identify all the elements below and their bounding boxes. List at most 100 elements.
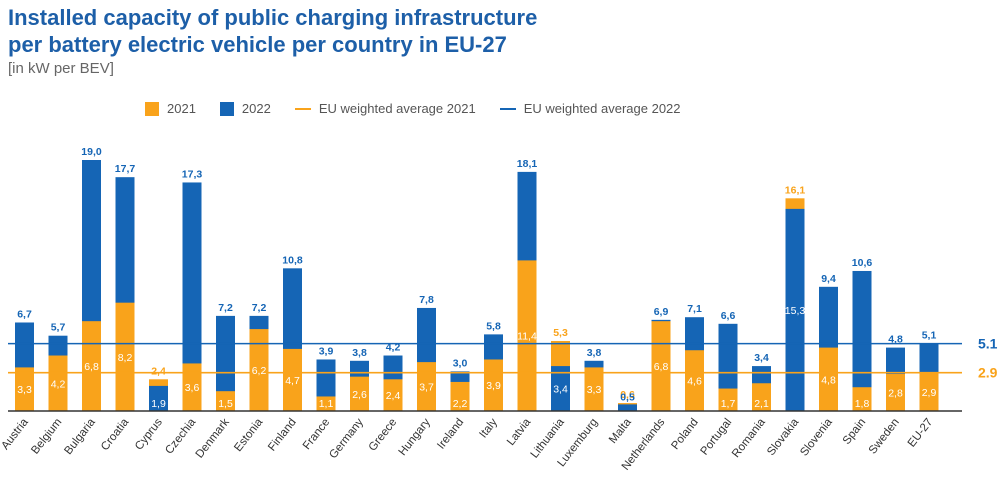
bar-2022 (618, 404, 637, 411)
bar-2021 (685, 350, 704, 411)
data-label-2022: 17,7 (115, 163, 136, 175)
bar-2021 (417, 362, 436, 411)
bar-2021 (316, 396, 336, 411)
data-label-2021: 3,7 (419, 382, 434, 394)
data-label-2021: 3,9 (486, 380, 501, 392)
x-tick-label: Czechia (163, 416, 198, 457)
data-label-2022: 1,9 (151, 398, 166, 410)
legend-line-avg-2022 (499, 107, 516, 110)
data-label-2022: 3,9 (319, 345, 334, 357)
bar-2021 (752, 383, 771, 411)
data-label-2021: 1,1 (319, 398, 334, 410)
data-label-2022: 10,6 (852, 257, 873, 269)
data-label-2021: 5,3 (553, 327, 568, 339)
legend-item-avg-2021: EU weighted average 2021 (294, 101, 476, 116)
chart-title: Installed capacity of public charging in… (8, 4, 537, 58)
data-label-2021: 2,4 (386, 390, 401, 402)
data-label-2021: 2,9 (922, 387, 937, 399)
data-label-2021: 8,2 (118, 352, 133, 364)
data-label-2021: 1,7 (721, 398, 736, 410)
data-label-2021: 2,4 (151, 365, 166, 377)
bar-2022 (785, 208, 805, 411)
x-tick-label: Slovakia (765, 416, 802, 458)
bar-2022 (149, 385, 168, 411)
data-label-2022: 17,3 (182, 168, 203, 180)
x-tick-label: Bulgaria (62, 416, 98, 457)
data-label-2022: 0,5 (620, 391, 635, 403)
data-label-2021: 3,3 (587, 384, 602, 396)
legend-label-avg-2021: EU weighted average 2021 (318, 101, 476, 116)
data-label-2022: 3,4 (754, 352, 769, 364)
bar-2021 (115, 302, 135, 411)
chart-title-line-1: Installed capacity of public charging in… (8, 5, 538, 30)
bar-2021 (383, 379, 403, 411)
data-label-2022: 4,2 (386, 342, 401, 354)
legend-swatch-2022 (219, 101, 234, 116)
x-tick-label: Belgium (29, 416, 64, 456)
data-label-2021: 11,4 (517, 331, 537, 343)
bar-2021 (886, 374, 905, 411)
data-label-2022: 7,1 (687, 303, 702, 315)
bar-2022 (852, 270, 872, 411)
x-tick-label: Latvia (505, 416, 534, 448)
x-tick-label: Portugal (699, 416, 735, 457)
data-label-2022: 3,4 (553, 384, 568, 396)
data-label-2022: 5,8 (486, 320, 501, 332)
data-label-2021: 6,8 (654, 361, 669, 373)
data-label-2021: 2,1 (754, 398, 769, 410)
bar-2021 (919, 372, 939, 411)
data-label-2022: 6,6 (721, 310, 736, 322)
data-label-2021: 2,6 (352, 389, 367, 401)
data-label-2021: 2,2 (453, 398, 468, 410)
legend-line-avg-2021 (294, 107, 311, 110)
x-tick-label: Hungary (397, 416, 433, 458)
x-tick-label: Finland (266, 416, 299, 453)
data-label-2021: 6,8 (84, 361, 99, 373)
legend-item-2022: 2022 (219, 101, 271, 116)
data-label-2021: 1,5 (218, 398, 233, 410)
bar-2021 (819, 347, 838, 411)
chart-title-line-2: per battery electric vehicle per country… (8, 32, 507, 57)
data-label-2022: 6,9 (654, 306, 669, 318)
bar-2021 (852, 387, 872, 411)
legend-swatch-2021 (145, 101, 159, 116)
x-tick-label: Italy (477, 416, 500, 440)
data-label-2022: 6,7 (17, 308, 32, 320)
data-label-2021: 16,1 (785, 184, 806, 196)
x-tick-label: France (301, 416, 332, 452)
data-label-2021: 1,8 (855, 398, 870, 410)
data-label-2022: 3,8 (352, 347, 367, 359)
data-label-2022: 15,3 (785, 305, 806, 317)
x-tick-label: EU-27 (906, 416, 936, 449)
data-label-2022: 5,1 (922, 330, 937, 342)
legend-label-2021: 2021 (167, 101, 196, 116)
data-label-2021: 6,2 (252, 365, 267, 377)
chart-subtitle: [in kW per BEV] (8, 60, 114, 77)
legend-item-2021: 2021 (145, 101, 196, 116)
data-label-2021: 4,7 (285, 375, 300, 387)
x-tick-label: Estonia (232, 416, 265, 454)
x-tick-label: Croatia (99, 416, 132, 453)
data-label-2021: 4,6 (687, 376, 702, 388)
x-tick-label: Romania (730, 416, 768, 460)
bar-2022 (216, 315, 235, 411)
avg-label-2022: 5.1 (978, 336, 998, 352)
legend-label-2022: 2022 (241, 101, 271, 116)
x-tick-label: Sweden (867, 416, 902, 456)
data-label-2021: 3,6 (185, 382, 200, 394)
x-tick-label: Germany (327, 416, 366, 461)
bar-2021 (216, 391, 235, 411)
x-tick-label: Denmark (194, 416, 232, 460)
data-label-2022: 18,1 (517, 158, 538, 170)
x-tick-label: Ireland (435, 416, 466, 451)
bar-2021 (283, 348, 302, 411)
bar-2021 (350, 376, 369, 411)
data-label-2021: 0,6 (620, 389, 635, 401)
bar-2021 (182, 363, 202, 411)
data-label-2022: 9,4 (821, 273, 836, 285)
data-label-2022: 3,0 (453, 357, 468, 369)
data-label-2022: 10,8 (282, 254, 303, 266)
data-label-2022: 7,8 (419, 294, 434, 306)
legend-item-avg-2022: EU weighted average 2022 (499, 101, 681, 116)
